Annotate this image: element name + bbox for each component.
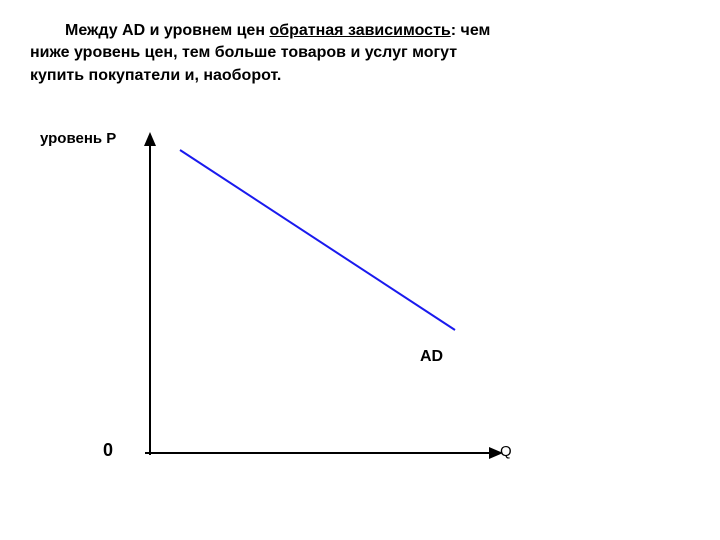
desc-line3: купить покупатели и, наоборот.: [30, 67, 281, 84]
x-axis-arrow: [489, 447, 503, 459]
desc-line2: ниже уровень цен, тем больше товаров и у…: [30, 44, 457, 61]
desc-line1-underline: обратная зависимость: [269, 22, 450, 39]
y-axis-arrow: [144, 132, 156, 146]
chart-svg: [40, 130, 600, 490]
description-text: Между AD и уровнем цен обратная зависимо…: [0, 0, 720, 97]
desc-line1-suffix: : чем: [451, 22, 491, 39]
desc-line1-prefix: Между AD и уровнем цен: [65, 22, 269, 39]
chart-container: уровень Р 0 AD Q: [40, 130, 600, 490]
ad-curve: [180, 150, 455, 330]
